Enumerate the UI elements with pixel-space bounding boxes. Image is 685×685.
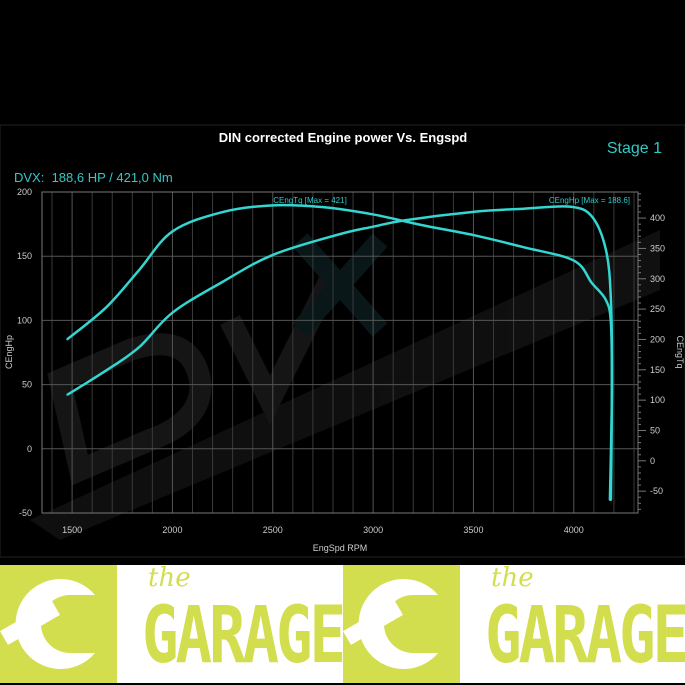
x-tick-label: 2000 xyxy=(162,525,182,535)
garage-logo: the GARAGE xyxy=(0,565,343,683)
watermark-d-shape xyxy=(47,333,212,486)
y-right-tick-label: 200 xyxy=(650,334,665,344)
power-max-annotation: CEngHp [Max = 188.6] xyxy=(549,196,630,205)
logo-big-text: GARAGE xyxy=(142,591,343,681)
data-point xyxy=(610,322,612,324)
series-line-cenghp xyxy=(66,205,614,501)
x-tick-label: 1500 xyxy=(62,525,82,535)
data-point xyxy=(572,259,575,262)
y-axis-left-label: CEngHp xyxy=(4,335,14,369)
data-point xyxy=(522,207,525,210)
data-point xyxy=(66,394,68,396)
data-point xyxy=(138,346,140,349)
data-point xyxy=(605,299,607,301)
y-left-tick-label: 100 xyxy=(17,315,32,325)
garage-g-wrench-icon xyxy=(343,565,460,683)
data-point xyxy=(472,211,475,213)
y-right-tick-label: -50 xyxy=(650,486,663,496)
data-point xyxy=(610,499,612,502)
y-left-tick-label: 50 xyxy=(22,380,32,390)
data-point xyxy=(271,254,274,256)
data-point xyxy=(338,233,340,236)
y-right-tick-label: 50 xyxy=(650,425,660,435)
data-point xyxy=(221,211,224,213)
x-axis-label: EngSpd RPM xyxy=(313,543,368,553)
data-point xyxy=(138,269,140,272)
data-point xyxy=(105,369,108,372)
data-point xyxy=(372,225,374,228)
y-left-tick-label: -50 xyxy=(19,508,32,518)
data-point xyxy=(611,389,613,392)
y-right-tick-label: 250 xyxy=(650,304,665,314)
data-point xyxy=(221,281,224,283)
garage-g-wrench-icon xyxy=(0,565,117,683)
data-point xyxy=(105,306,108,309)
series-line-cengtq xyxy=(66,203,614,501)
x-tick-label: 4000 xyxy=(564,525,584,535)
data-point xyxy=(66,338,68,341)
y-right-tick-label: 100 xyxy=(650,395,665,405)
y-right-tick-label: 350 xyxy=(650,243,665,253)
y-right-tick-label: 0 xyxy=(650,456,655,466)
y-left-tick-label: 0 xyxy=(27,444,32,454)
y-axis-right-label: CEngTq xyxy=(675,335,685,368)
data-point xyxy=(422,224,425,227)
data-point xyxy=(591,282,593,284)
data-point xyxy=(271,204,274,207)
x-tick-label: 2500 xyxy=(263,525,283,535)
y-right-tick-label: 150 xyxy=(650,365,665,375)
data-point xyxy=(591,215,593,218)
logo-small-text: the xyxy=(148,565,191,593)
y-left-tick-label: 200 xyxy=(17,187,32,197)
garage-logo: the GARAGE xyxy=(343,565,685,683)
plot-frame xyxy=(41,191,639,514)
chart-title: DIN corrected Engine power Vs. Engspd xyxy=(219,130,468,145)
y-left-tick-label: 150 xyxy=(17,251,32,261)
x-tick-label: 3000 xyxy=(363,525,383,535)
data-point xyxy=(522,246,525,249)
y-right-tick-label: 300 xyxy=(650,274,665,284)
dyno-chart: 1500 2000 2500 3000 3500 4000-50050100150200-… xyxy=(0,124,685,558)
x-tick-label: 3500 xyxy=(463,525,483,535)
data-point xyxy=(610,299,612,301)
logo-big-text: GARAGE xyxy=(485,591,685,681)
data-point xyxy=(568,205,571,208)
data-point xyxy=(171,230,174,233)
stage-label: Stage 1 xyxy=(607,140,662,157)
data-point xyxy=(322,206,324,208)
subtitle: DVX: 188,6 HP / 421,0 Nm xyxy=(14,170,173,185)
data-point xyxy=(472,234,475,236)
data-point xyxy=(171,311,174,314)
data-point xyxy=(372,213,374,216)
y-right-tick-label: 400 xyxy=(650,213,665,223)
torque-max-annotation: CEngTq [Max = 421] xyxy=(273,196,347,205)
data-point xyxy=(605,248,607,251)
logo-small-text: the xyxy=(491,565,534,593)
